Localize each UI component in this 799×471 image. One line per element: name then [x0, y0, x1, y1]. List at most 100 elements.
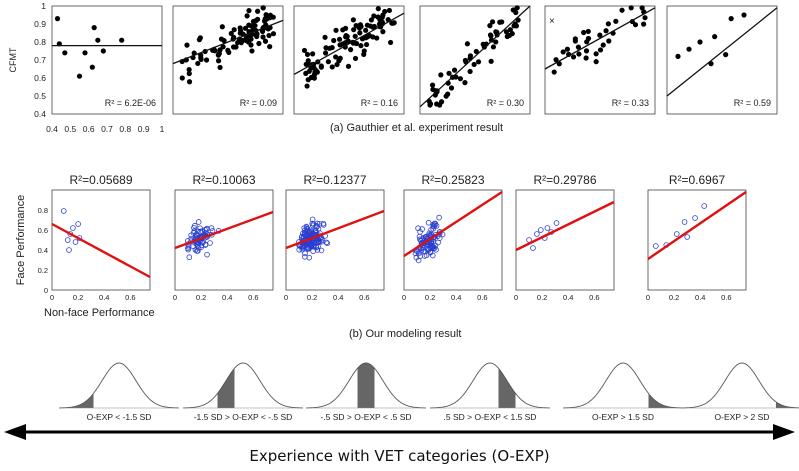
data-point: [497, 19, 503, 25]
data-point: [195, 60, 201, 67]
data-point: [82, 50, 88, 56]
data-point: [91, 25, 97, 31]
data-point: [551, 69, 557, 75]
data-point: [312, 228, 319, 235]
data-point: [301, 47, 308, 54]
x-tick-label: 0.2: [537, 293, 547, 302]
x-tick-label: 0.4: [99, 293, 109, 302]
data-point: [488, 33, 494, 39]
data-point: [302, 253, 308, 260]
data-point: [371, 13, 377, 19]
data-point: [457, 76, 464, 82]
data-point: [331, 37, 337, 44]
data-point: [584, 39, 590, 45]
data-point: [60, 208, 67, 214]
fit-line: [285, 209, 385, 250]
data-point: [415, 225, 421, 232]
x-axis-label: Non-face Performance: [44, 307, 155, 319]
data-point: [119, 37, 125, 43]
data-point: [195, 242, 201, 248]
data-point: [70, 225, 76, 231]
data-point: [325, 59, 331, 65]
data-point: [464, 41, 471, 47]
data-point: [553, 57, 559, 63]
r2-label: R²=0.12377: [303, 173, 366, 187]
x-tick-label: 0.4: [333, 293, 343, 302]
data-point: [352, 55, 359, 62]
fit-line: [172, 19, 284, 65]
data-point: [480, 41, 486, 47]
category-label: O-EXP > 2 SD: [715, 412, 770, 422]
data-point: [267, 15, 273, 21]
data-point: [697, 39, 703, 45]
data-point: [324, 240, 331, 247]
y-axis-label: CFMT: [8, 47, 18, 72]
data-point: [380, 29, 386, 35]
data-point: [422, 234, 429, 240]
y-axis-label: Face Performance: [15, 195, 27, 285]
data-point: [583, 48, 590, 54]
data-point: [266, 32, 272, 39]
fit-line: [174, 210, 274, 250]
r2-label: R²=0.6967: [669, 173, 726, 187]
normal-curve: [429, 362, 551, 409]
x-tick-label: 0: [402, 293, 406, 302]
y-tick-label: 0.2: [38, 266, 48, 275]
data-point: [510, 7, 516, 13]
data-point: [342, 25, 349, 31]
data-point: [692, 215, 698, 221]
data-point: [310, 221, 317, 227]
normal-curve: [681, 362, 799, 409]
r2-label: R²=0.10063: [192, 173, 255, 187]
category-label: .5 SD > O-EXP < 1.5 SD: [444, 412, 537, 422]
data-point: [333, 54, 339, 60]
caption-a: (a) Gauthier et al. experiment result: [330, 122, 504, 134]
data-point: [217, 64, 223, 71]
data-point: [560, 49, 566, 55]
data-point: [318, 63, 324, 69]
data-point: [270, 31, 277, 37]
data-point: [386, 7, 393, 14]
data-point: [231, 27, 237, 33]
x-tick-label: 0.4: [46, 124, 58, 134]
fit-line: [403, 190, 503, 258]
data-point: [308, 228, 315, 235]
data-point: [438, 72, 444, 78]
data-point: [712, 34, 718, 40]
data-point: [370, 24, 376, 30]
data-point: [185, 246, 192, 253]
data-point: [437, 102, 443, 108]
x-tick-label: 0: [514, 293, 518, 302]
data-point: [362, 35, 369, 41]
data-point: [564, 46, 571, 52]
y-tick-label: 0.6: [34, 73, 46, 83]
data-point: [701, 203, 707, 209]
data-point: [593, 59, 599, 65]
data-point: [326, 45, 333, 51]
normal-curve: [182, 362, 304, 409]
y-tick-label: 0.9: [34, 19, 46, 29]
data-point: [352, 33, 358, 39]
data-point: [262, 38, 269, 44]
data-point: [184, 42, 190, 48]
data-point: [186, 67, 192, 73]
r2-label: R² = 6.2E-06: [105, 98, 156, 108]
data-point: [215, 58, 222, 64]
data-point: [581, 29, 587, 36]
data-point: [451, 67, 458, 73]
data-point: [370, 34, 376, 40]
data-point: [198, 56, 204, 62]
data-point: [583, 55, 589, 61]
data-point: [436, 214, 442, 221]
data-point: [62, 50, 68, 56]
normal-curve: [562, 362, 684, 409]
data-point: [422, 248, 429, 255]
data-point: [684, 234, 690, 240]
fit-line: [544, 7, 656, 70]
panel-frame: [419, 5, 531, 115]
data-point: [377, 17, 383, 23]
data-point: [414, 248, 421, 255]
x-tick-label: 0.4: [451, 293, 461, 302]
y-tick-label: 0.5: [34, 91, 46, 101]
data-point: [488, 58, 494, 64]
